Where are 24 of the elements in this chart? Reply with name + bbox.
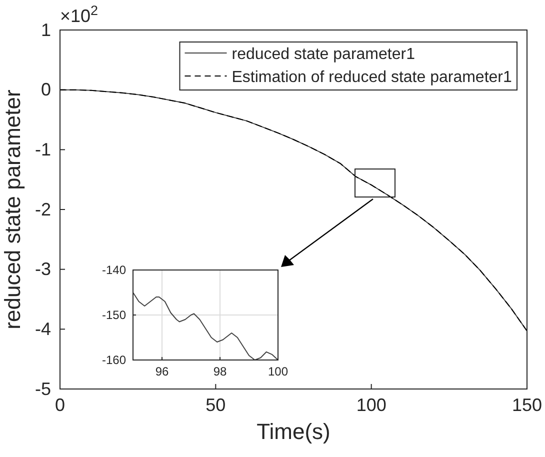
x-tick-label: 96 <box>155 364 169 379</box>
y-tick-label: 0 <box>40 80 51 100</box>
x-tick-label: 100 <box>268 364 288 379</box>
y-tick-label: -150 <box>102 308 126 322</box>
y-tick-label: -3 <box>34 259 51 280</box>
y-tick-label: -1 <box>34 139 51 160</box>
legend-label: reduced state parameter1 <box>232 46 416 63</box>
x-tick-label: 50 <box>206 394 226 415</box>
y-tick-label: -160 <box>102 352 126 367</box>
y-tick-label: 1 <box>40 20 51 40</box>
y-axis-title: reduced state parameter <box>0 90 25 330</box>
y-tick-label: -4 <box>34 318 51 339</box>
text: ×10$^{2}$ <box>60 2 98 26</box>
line-series <box>132 292 278 360</box>
x-tick-label: 150 <box>512 394 542 415</box>
x-tick-label: 98 <box>213 364 227 379</box>
y-tick-label: -2 <box>34 199 51 220</box>
x-axis-title: Time(s) <box>256 419 330 444</box>
line-series <box>60 89 528 332</box>
x-tick-label: 0 <box>54 394 66 415</box>
x-tick-label: 100 <box>356 394 386 415</box>
y-tick-label: -5 <box>34 378 51 399</box>
y-tick-label: -140 <box>102 262 126 277</box>
legend-label: Estimation of reduced state parameter1 <box>232 69 512 86</box>
